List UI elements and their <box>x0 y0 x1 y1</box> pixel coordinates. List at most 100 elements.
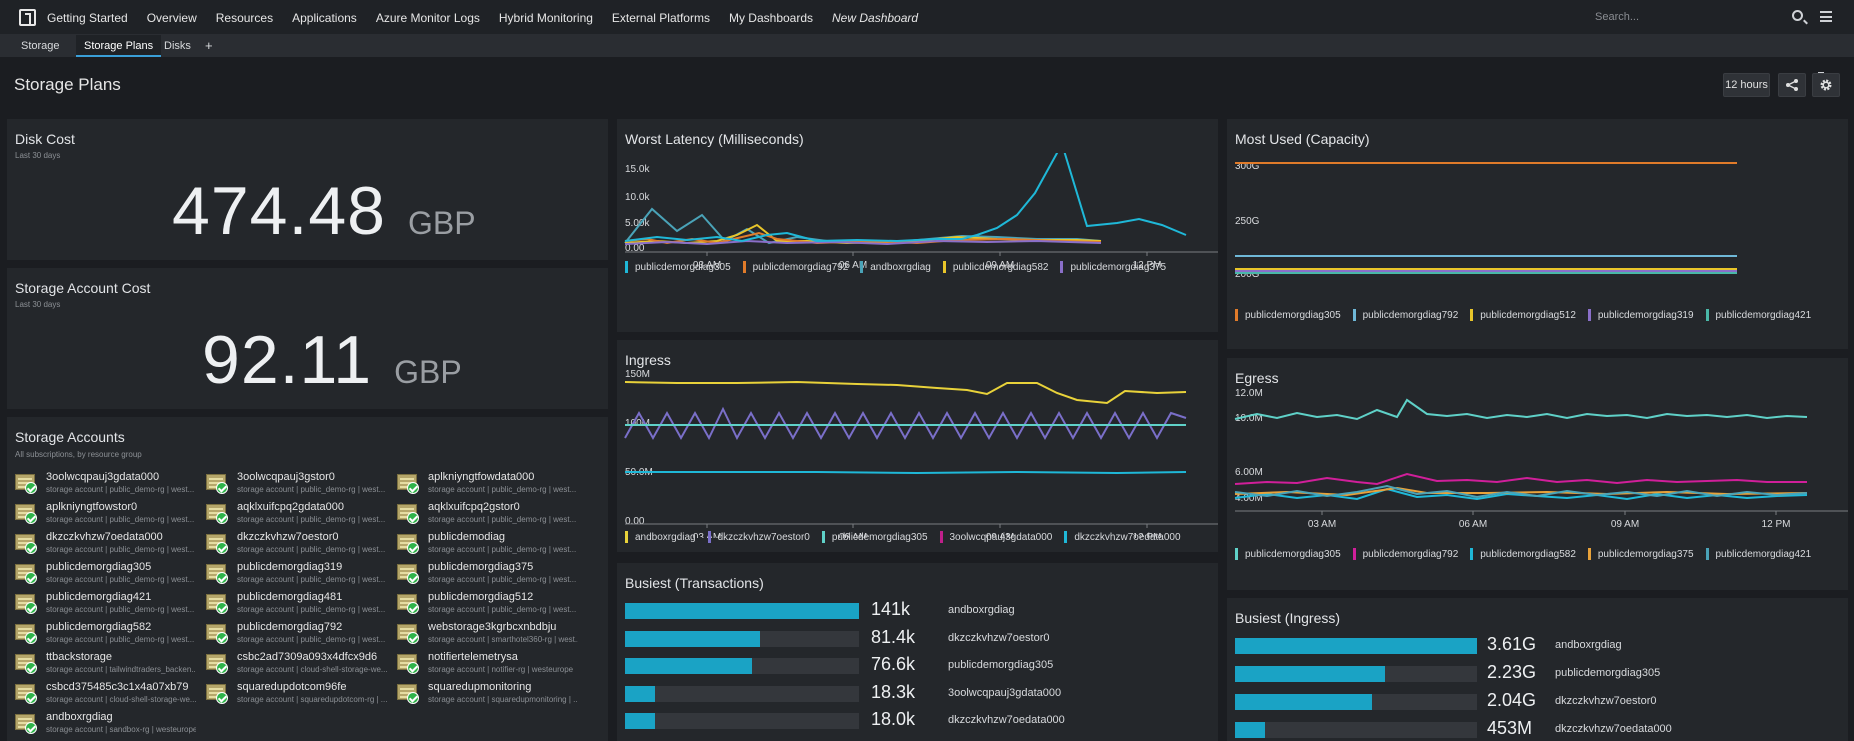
tab-storage-plans[interactable]: Storage Plans <box>76 35 162 57</box>
squaredup-logo-icon[interactable] <box>19 9 36 26</box>
nav-overview[interactable]: Overview <box>146 10 197 25</box>
share-button[interactable] <box>1778 73 1806 97</box>
nav-applications[interactable]: Applications <box>292 10 357 25</box>
series-line-dkzczkvhzw7oedata000 <box>625 470 1187 475</box>
storage-account-item[interactable]: aplkniyngtfowdata000 storage account | pu… <box>397 471 577 501</box>
storage-account-item[interactable]: 3oolwcqpauj3gdata000 storage account | pu… <box>15 471 195 501</box>
tab-storage[interactable]: Storage <box>21 40 60 52</box>
nav-hybrid-monitoring[interactable]: Hybrid Monitoring <box>498 10 593 25</box>
nav-azure-monitor-logs[interactable]: Azure Monitor Logs <box>375 10 480 25</box>
bar-row[interactable]: 2.04G dkzczkvhzw7oestor0 <box>1235 690 1815 712</box>
storage-account-item[interactable]: aqklxuifcpq2gstor0 storage account | publ… <box>397 501 577 531</box>
legend-item-dkzczkvhzw7oestor0[interactable]: dkzczkvhzw7oestor0 <box>707 531 810 543</box>
storage-account-item[interactable]: publicdemorgdiag305 storage account | pub… <box>15 561 195 591</box>
search-icon[interactable] <box>1792 10 1803 21</box>
nav-getting-started[interactable]: Getting Started <box>47 10 128 25</box>
legend-item-publicdemorgdiag305[interactable]: publicdemorgdiag305 <box>625 261 731 273</box>
disk-cost-tile[interactable]: Disk Cost Last 30 days 474.48 GBP <box>7 119 608 260</box>
hamburger-menu-icon[interactable] <box>1820 11 1832 22</box>
tab-disks[interactable]: Disks <box>164 40 191 52</box>
nav-my-dashboards[interactable]: My Dashboards <box>728 10 814 25</box>
legend-item-publicdemorgdiag305[interactable]: publicdemorgdiag305 <box>821 531 928 543</box>
storage-account-item[interactable]: csbcd375485c3c1x4a07xb79 storage account … <box>15 681 196 711</box>
nav-external-platforms[interactable]: External Platforms <box>611 10 710 25</box>
legend-item-publicdemorgdiag512[interactable]: publicdemorgdiag512 <box>1470 309 1576 321</box>
legend-item-publicdemorgdiag375[interactable]: publicdemorgdiag375 <box>1587 548 1694 560</box>
y-tick-label: 100M <box>625 418 650 429</box>
bar-value: 141k <box>871 599 911 619</box>
storage-account-name: squaredupmonitoring <box>428 681 532 693</box>
storage-account-item[interactable]: dkzczkvhzw7oedata000 storage account | pu… <box>15 531 195 561</box>
egress-chart[interactable]: 12.0M 10.0M 6.00M 4.00M 03 AM 06 AM 09 AM 12 PM <box>1227 388 1848 558</box>
bar-row[interactable]: 453M dkzczkvhzw7oedata000 <box>1235 718 1815 740</box>
storage-account-item[interactable]: aqklxuifcpq2gdata000 storage account | pu… <box>206 501 386 531</box>
storage-account-item[interactable]: publicdemorgdiag421 storage account | pub… <box>15 591 195 621</box>
storage-account-item[interactable]: publicdemorgdiag582 storage account | pub… <box>15 621 195 651</box>
storage-account-item[interactable]: csbc2ad7309a093x4dfcx9d6 storage account … <box>206 651 387 681</box>
timeframe-button[interactable]: 12 hours <box>1723 73 1770 97</box>
bar-row[interactable]: 18.0k dkzczkvhzw7oedata000 <box>625 709 1205 731</box>
settings-button[interactable] <box>1812 73 1840 97</box>
y-tick-label: 250G <box>1235 216 1260 227</box>
bar-label: andboxrgdiag <box>1555 639 1622 651</box>
legend-item-andboxrgdiag[interactable]: andboxrgdiag <box>625 531 696 543</box>
storage-account-item[interactable]: dkzczkvhzw7oestor0 storage account | publ… <box>206 531 386 561</box>
storage-account-item[interactable]: publicdemodiag storage account | public_d… <box>397 531 577 561</box>
bar-row[interactable]: 81.4k dkzczkvhzw7oestor0 <box>625 627 1205 649</box>
storage-account-description: storage account | squaredupdotcom-rg | .… <box>237 695 387 704</box>
search-input[interactable]: Search... <box>1595 11 1640 23</box>
storage-account-item[interactable]: webstorage3kgrbcxnbdbju storage account |… <box>397 621 578 651</box>
legend-item-publicdemorgdiag792[interactable]: publicdemorgdiag792 <box>742 261 849 273</box>
bar-row[interactable]: 3.61G andboxrgdiag <box>1235 634 1815 656</box>
nav-new-dashboard[interactable]: New Dashboard <box>832 10 919 25</box>
legend-item-publicdemorgdiag421[interactable]: publicdemorgdiag421 <box>1705 309 1811 321</box>
storage-account-description: storage account | public_demo-rg | west.… <box>46 515 195 524</box>
bar-row[interactable]: 18.3k 3oolwcqpauj3gdata000 <box>625 682 1205 704</box>
storage-account-item[interactable]: ttbackstorage storage account | tailwindt… <box>15 651 196 681</box>
legend-label: 3oolwcqpauj3gdata000 <box>949 531 1053 543</box>
legend-item-publicdemorgdiag792[interactable]: publicdemorgdiag792 <box>1352 548 1458 560</box>
bar-row[interactable]: 76.6k publicdemorgdiag305 <box>625 654 1205 676</box>
storage-account-item[interactable]: publicdemorgdiag319 storage account | pub… <box>206 561 386 591</box>
storage-account-item[interactable]: publicdemorgdiag512 storage account | pub… <box>397 591 577 621</box>
legend-item-publicdemorgdiag375[interactable]: publicdemorgdiag375 <box>1060 261 1166 273</box>
storage-account-item[interactable]: publicdemorgdiag792 storage account | pub… <box>206 621 386 651</box>
legend-item-andboxrgdiag[interactable]: andboxrgdiag <box>860 261 931 273</box>
storage-account-item[interactable]: publicdemorgdiag481 storage account | pub… <box>206 591 386 621</box>
add-tab-button[interactable]: + <box>205 38 213 53</box>
legend-item-publicdemorgdiag792[interactable]: publicdemorgdiag792 <box>1352 309 1458 321</box>
legend-item-dkzczkvhzw7oedata000[interactable]: dkzczkvhzw7oedata000 <box>1064 531 1181 543</box>
legend-label: publicdemorgdiag792 <box>752 261 849 273</box>
y-tick-label: 0.00 <box>625 243 645 254</box>
legend-item-publicdemorgdiag582[interactable]: publicdemorgdiag582 <box>942 261 1048 273</box>
storage-account-description: storage account | public_demo-rg | west.… <box>237 515 386 524</box>
storage-account-description: storage account | notifier-rg | westeuro… <box>428 665 574 674</box>
legend-swatch <box>1352 548 1356 560</box>
legend-item-publicdemorgdiag305[interactable]: publicdemorgdiag305 <box>1235 548 1341 560</box>
storage-account-name: 3oolwcqpauj3gdata000 <box>46 471 160 483</box>
storage-account-item[interactable]: andboxrgdiag storage account | sandbox-rg… <box>15 711 196 741</box>
storage-account-item[interactable]: squaredupdotcom96fe storage account | squ… <box>206 681 387 711</box>
bar-row[interactable]: 2.23G publicdemorgdiag305 <box>1235 662 1815 684</box>
legend-item-publicdemorgdiag582[interactable]: publicdemorgdiag582 <box>1470 548 1576 560</box>
egress-tile: Egress 12.0M 10.0M 6.00M 4.00M 03 AM 06 AM 09 … <box>1227 358 1848 590</box>
storage-account-item[interactable]: 3oolwcqpauj3gstor0 storage account | publ… <box>206 471 386 501</box>
storage-account-cost-tile[interactable]: Storage Account Cost Last 30 days 92.11 G… <box>7 268 608 409</box>
legend-item-publicdemorgdiag319[interactable]: publicdemorgdiag319 <box>1587 309 1694 321</box>
storage-account-name: 3oolwcqpauj3gstor0 <box>237 471 335 483</box>
storage-account-item[interactable]: aplkniyngtfowstor0 storage account | publ… <box>15 501 195 531</box>
storage-account-item[interactable]: notifiertelemetrysa storage account | not… <box>397 651 577 681</box>
storage-account-healthy-icon <box>206 654 228 674</box>
storage-account-item[interactable]: squaredupmonitoring storage account | squ… <box>397 681 578 711</box>
legend-item-3oolwcqpauj3gdata000[interactable]: 3oolwcqpauj3gdata000 <box>939 531 1053 543</box>
y-tick-label: 15.0k <box>625 164 650 175</box>
x-tick-label: 03 AM <box>693 260 721 271</box>
legend-item-publicdemorgdiag421[interactable]: publicdemorgdiag421 <box>1705 548 1811 560</box>
bar-row[interactable]: 141k andboxrgdiag <box>625 599 1205 621</box>
nav-resources[interactable]: Resources <box>215 10 274 25</box>
storage-account-item[interactable]: publicdemorgdiag375 storage account | pub… <box>397 561 577 591</box>
legend-item-publicdemorgdiag305[interactable]: publicdemorgdiag305 <box>1235 309 1341 321</box>
